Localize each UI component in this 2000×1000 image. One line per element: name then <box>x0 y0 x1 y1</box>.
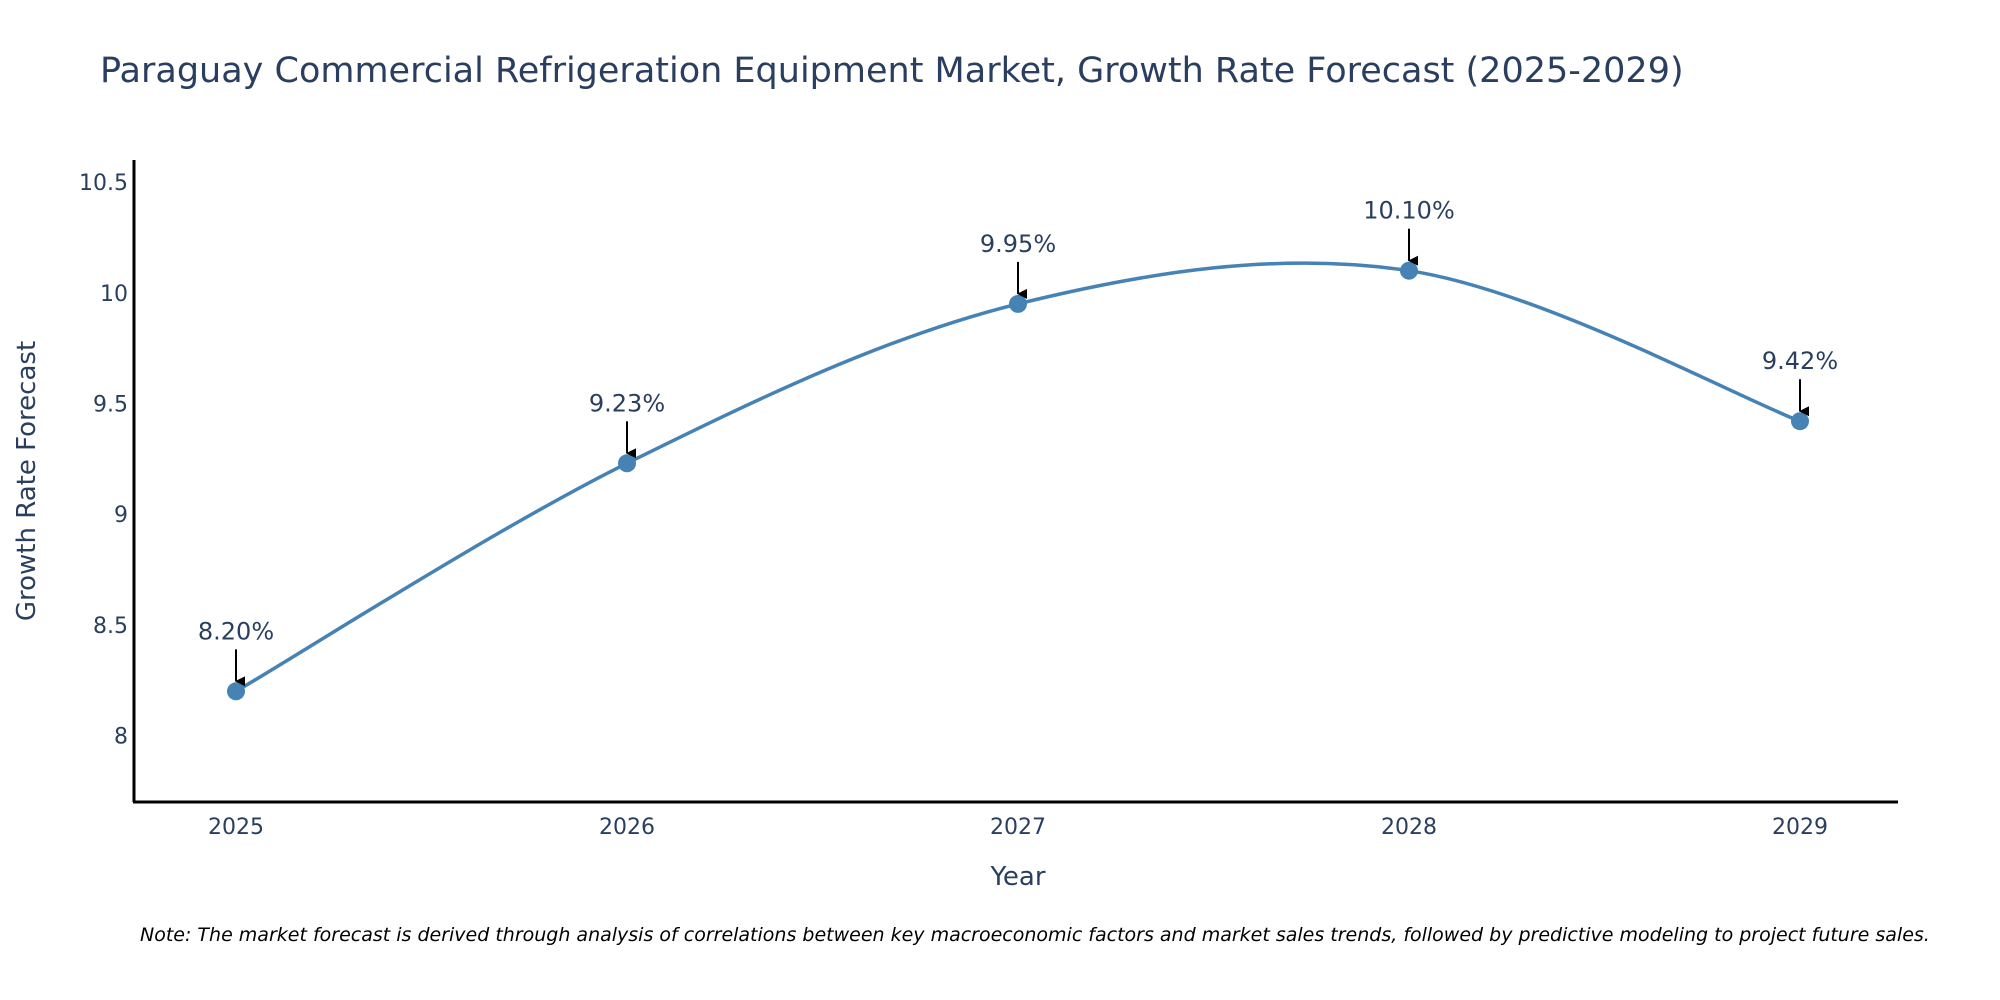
data-point[interactable] <box>618 454 636 473</box>
data-label: 10.10% <box>1363 197 1455 225</box>
data-point[interactable] <box>1791 412 1809 431</box>
data-label: 9.23% <box>589 389 665 417</box>
y-tick-label: 10.5 <box>79 171 128 196</box>
x-tick-label: 2029 <box>1772 815 1828 840</box>
chart-title: Paraguay Commercial Refrigeration Equipm… <box>100 51 1684 91</box>
x-tick-label: 2026 <box>599 815 655 840</box>
plot-area: 8 8.5 9 9.5 10 10.5 2025 2026 2027 2028 2029 8.20% 9… <box>79 171 1838 840</box>
x-tick-label: 2025 <box>208 815 264 840</box>
x-tick-label: 2028 <box>1381 815 1437 840</box>
series-line <box>235 261 1801 693</box>
y-tick-label: 9 <box>114 503 128 528</box>
footnote: Note: The market forecast is derived thr… <box>140 924 1930 946</box>
data-point[interactable] <box>1400 261 1418 280</box>
data-point[interactable] <box>227 682 245 701</box>
data-label: 8.20% <box>198 617 274 645</box>
y-axis-title: Growth Rate Forecast <box>12 341 42 621</box>
y-tick-label: 9.5 <box>93 393 128 418</box>
data-label: 9.42% <box>1762 347 1838 375</box>
y-tick-label: 8.5 <box>93 614 128 639</box>
y-tick-label: 10 <box>100 282 128 307</box>
y-tick-label: 8 <box>114 725 128 750</box>
data-label: 9.95% <box>980 230 1056 258</box>
x-tick-label: 2027 <box>990 815 1046 840</box>
x-axis-title: Year <box>989 862 1045 892</box>
data-point[interactable] <box>1009 294 1027 313</box>
